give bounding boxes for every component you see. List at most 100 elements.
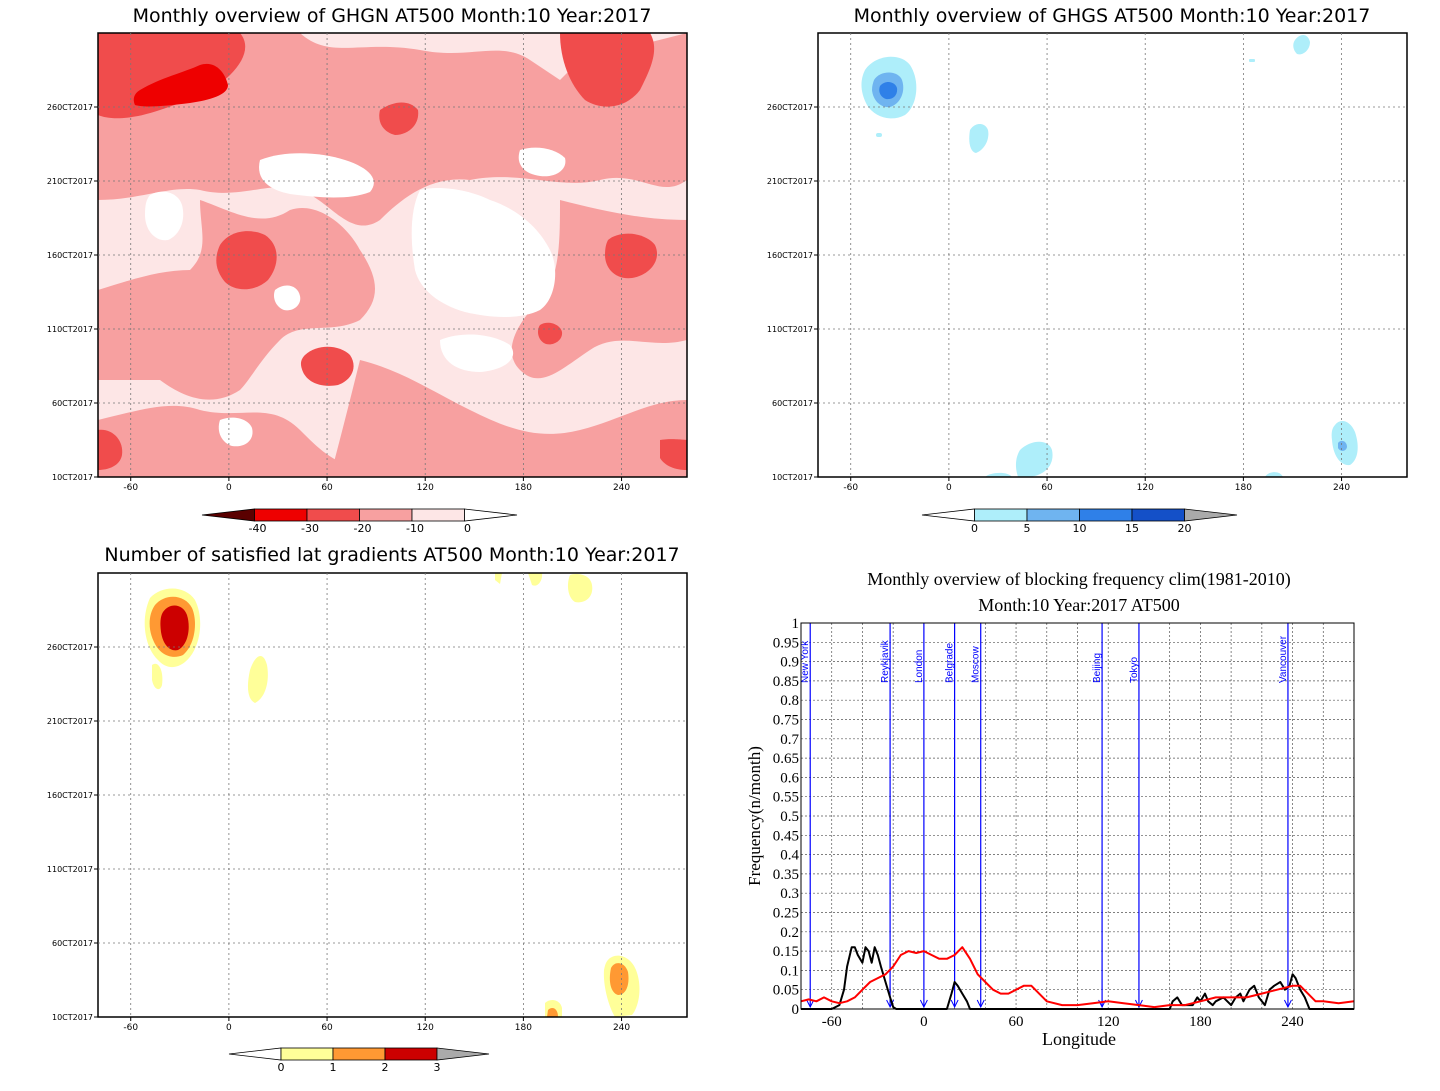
city-label: Tokyo bbox=[1129, 656, 1140, 683]
ghgs-title: Monthly overview of GHGS AT500 Month:10 … bbox=[854, 5, 1371, 27]
colorbar-tick-label: 0 bbox=[464, 522, 471, 535]
colorbar-arrow-right bbox=[464, 508, 518, 522]
x-tick-label: 240 bbox=[1281, 1014, 1304, 1030]
ghgn-title: Monthly overview of GHGN AT500 Month:10 … bbox=[133, 5, 652, 27]
x-tick-label: 180 bbox=[515, 1023, 532, 1033]
y-tick-label: 60CT2017 bbox=[52, 939, 93, 948]
colorbar-tick-label: 1 bbox=[330, 1061, 337, 1074]
y-tick-label: 210CT2017 bbox=[47, 177, 93, 186]
y-tick-label: 260CT2017 bbox=[47, 103, 93, 112]
x-tick-label: 60 bbox=[1009, 1014, 1024, 1030]
colorbar-arrow-left bbox=[201, 508, 255, 522]
y-tick-label: 0.9 bbox=[780, 655, 799, 671]
x-tick-label: 120 bbox=[417, 1023, 434, 1033]
y-tick-label: 110CT2017 bbox=[47, 325, 93, 334]
colorbar-swatch bbox=[306, 508, 360, 522]
y-tick-label: 210CT2017 bbox=[47, 717, 93, 726]
city-label: Reykjavik bbox=[880, 639, 891, 683]
y-tick-label: 0.75 bbox=[773, 713, 799, 729]
y-tick-label: 0.3 bbox=[780, 886, 799, 902]
y-tick-label: 0.65 bbox=[773, 751, 799, 767]
x-tick-label: 60 bbox=[321, 1023, 333, 1033]
y-tick-label: 210CT2017 bbox=[767, 177, 813, 186]
y-tick-label: 0.95 bbox=[773, 635, 799, 651]
ghgn-panel: Monthly overview of GHGN AT500 Month:10 … bbox=[47, 5, 688, 535]
city-label: London bbox=[914, 650, 925, 683]
y-tick-label: 0.8 bbox=[780, 693, 799, 709]
colorbar-tick-label: 0 bbox=[278, 1061, 285, 1074]
x-tick-label: 0 bbox=[226, 483, 232, 493]
y-tick-label: 0.1 bbox=[780, 963, 799, 979]
y-tick-label: 0.55 bbox=[773, 790, 799, 806]
y-tick-label: 110CT2017 bbox=[47, 865, 93, 874]
colorbar-tick-label: 3 bbox=[434, 1061, 441, 1074]
ghgs-field bbox=[861, 34, 1358, 477]
x-tick-label: 0 bbox=[226, 1023, 232, 1033]
ghgs-panel: Monthly overview of GHGS AT500 Month:10 … bbox=[767, 5, 1408, 535]
x-tick-label: -60 bbox=[123, 1023, 138, 1033]
y-tick-label: 0.2 bbox=[780, 925, 799, 941]
y-tick-label: 160CT2017 bbox=[47, 251, 93, 260]
x-tick-label: -60 bbox=[123, 483, 138, 493]
colorbar-arrow-left bbox=[921, 508, 975, 522]
x-tick-label: 60 bbox=[321, 483, 333, 493]
y-tick-label: 60CT2017 bbox=[772, 399, 813, 408]
y-tick-label: 160CT2017 bbox=[767, 251, 813, 260]
blocking-panel: Monthly overview of blocking frequency c… bbox=[745, 569, 1355, 1049]
y-tick-label: 0.15 bbox=[773, 944, 799, 960]
colorbar-arrow-left bbox=[228, 1047, 282, 1061]
x-tick-label: 0 bbox=[946, 483, 952, 493]
y-tick-label: 0.7 bbox=[780, 732, 799, 748]
city-marker-arrow bbox=[919, 999, 928, 1009]
colorbar-tick-label: -20 bbox=[354, 522, 372, 535]
city-label: Beijing bbox=[1092, 653, 1103, 683]
city-marker-arrow bbox=[950, 999, 959, 1009]
city-marker-arrow bbox=[1284, 999, 1292, 1009]
colorbar-swatch bbox=[254, 508, 308, 522]
y-tick-label: 60CT2017 bbox=[52, 399, 93, 408]
y-tick-label: 10CT2017 bbox=[52, 1013, 93, 1022]
y-tick-label: 160CT2017 bbox=[47, 791, 93, 800]
city-label: New York bbox=[800, 640, 811, 683]
colorbar-arrow-right bbox=[1184, 508, 1238, 522]
x-tick-label: 0 bbox=[920, 1014, 928, 1030]
y-tick-label: 1 bbox=[792, 616, 800, 632]
colorbar-tick-label: 10 bbox=[1073, 522, 1087, 535]
y-tick-label: 10CT2017 bbox=[52, 473, 93, 482]
colorbar-swatch bbox=[974, 508, 1028, 522]
colorbar-tick-label: 15 bbox=[1125, 522, 1139, 535]
y-tick-label: 260CT2017 bbox=[767, 103, 813, 112]
series-line-black bbox=[801, 946, 1354, 1010]
colorbar-tick-label: 2 bbox=[382, 1061, 389, 1074]
city-marker-arrow bbox=[1134, 999, 1143, 1009]
series-line-red bbox=[800, 946, 1355, 1009]
colorbar-swatch bbox=[384, 1047, 438, 1061]
y-tick-label: 0.6 bbox=[780, 770, 799, 786]
colorbar-tick-label: 0 bbox=[971, 522, 978, 535]
y-tick-label: 0.25 bbox=[773, 906, 799, 922]
city-marker-arrow bbox=[976, 999, 985, 1009]
x-tick-label: 180 bbox=[1235, 483, 1252, 493]
colorbar-swatch bbox=[1026, 508, 1080, 522]
blocking-xlabel: Longitude bbox=[1042, 1029, 1116, 1049]
y-tick-label: 260CT2017 bbox=[47, 643, 93, 652]
y-tick-label: 0.4 bbox=[780, 848, 799, 864]
colorbar-swatch bbox=[1079, 508, 1133, 522]
x-tick-label: 60 bbox=[1041, 483, 1053, 493]
colorbar-tick-label: -10 bbox=[406, 522, 424, 535]
y-tick-label: 0.45 bbox=[773, 828, 799, 844]
colorbar-swatch bbox=[1131, 508, 1185, 522]
satisfied-field bbox=[144, 573, 640, 1017]
satisfied-title: Number of satisfied lat gradients AT500 … bbox=[104, 544, 679, 566]
city-label: Belgrade bbox=[945, 643, 956, 683]
y-tick-label: 0.35 bbox=[773, 867, 799, 883]
y-tick-label: 110CT2017 bbox=[767, 325, 813, 334]
colorbar-swatch bbox=[359, 508, 413, 522]
y-tick-label: 0.85 bbox=[773, 674, 799, 690]
blocking-ylabel: Frequency(n/month) bbox=[745, 746, 764, 886]
x-tick-label: 120 bbox=[1137, 483, 1154, 493]
colorbar-tick-label: -40 bbox=[249, 522, 267, 535]
x-tick-label: 240 bbox=[613, 483, 630, 493]
y-tick-label: 0.5 bbox=[780, 809, 799, 825]
